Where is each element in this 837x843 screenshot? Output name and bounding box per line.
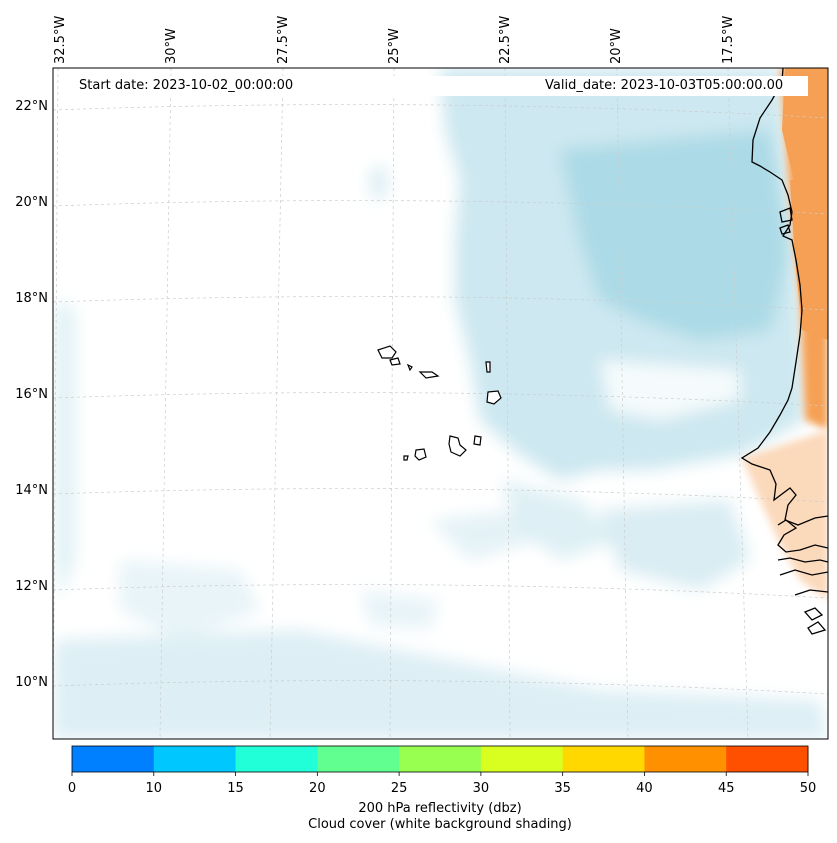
longitude-label: 30°W: [164, 28, 179, 64]
colorbar-tick-label: 15: [227, 781, 244, 796]
latitude-label: 10°N: [15, 675, 48, 690]
gridlines: [53, 68, 828, 739]
colorbar-segment: [235, 746, 318, 772]
start-date-text: Start date: 2023-10-02_00:00:00: [79, 78, 294, 93]
colorbar-segment: [399, 746, 482, 772]
cloud-cover-shading: [53, 68, 828, 739]
map-frame: [52, 67, 829, 740]
colorbar-subtitle: Cloud cover (white background shading): [308, 817, 572, 832]
header-banner: [72, 76, 808, 96]
cape-verde-islands: [377, 345, 502, 461]
colorbar-tick-label: 30: [472, 781, 490, 796]
colorbar-tick-label: 45: [717, 781, 735, 796]
colorbar: [71, 745, 809, 776]
colorbar-segment: [644, 746, 727, 772]
colorbar-segment: [562, 746, 645, 772]
longitude-label: 32.5°W: [53, 15, 68, 64]
latitude-label: 18°N: [15, 291, 48, 306]
colorbar-tick-label: 0: [67, 781, 77, 796]
latitude-label: 16°N: [15, 387, 48, 402]
colorbar-tick-label: 40: [636, 781, 653, 796]
latitude-label: 22°N: [15, 99, 48, 114]
longitude-label: 25°W: [387, 28, 402, 64]
colorbar-title: 200 hPa reflectivity (dbz): [358, 801, 522, 816]
latitude-label: 14°N: [15, 483, 48, 498]
colorbar-tick-label: 50: [799, 781, 817, 796]
colorbar-segment: [317, 746, 400, 772]
longitude-label: 27.5°W: [276, 15, 291, 64]
latitude-label: 20°N: [15, 195, 48, 210]
colorbar-tick-label: 35: [554, 781, 571, 796]
colorbar-tick-label: 20: [309, 781, 326, 796]
longitude-label: 20°W: [609, 28, 624, 64]
coastline: [740, 68, 828, 635]
colorbar-segment: [72, 746, 155, 772]
land-shading: [742, 68, 828, 600]
colorbar-segment: [480, 746, 564, 772]
valid-date-text: Valid_date: 2023-10-03T05:00:00.00: [545, 78, 784, 93]
colorbar-segment: [726, 746, 809, 772]
longitude-label: 22.5°W: [498, 15, 513, 64]
longitude-label: 17.5°W: [721, 15, 736, 64]
latitude-label: 12°N: [15, 579, 48, 594]
colorbar-tick-label: 10: [145, 781, 163, 796]
colorbar-segment: [153, 746, 237, 772]
colorbar-tick-label: 25: [390, 781, 408, 796]
